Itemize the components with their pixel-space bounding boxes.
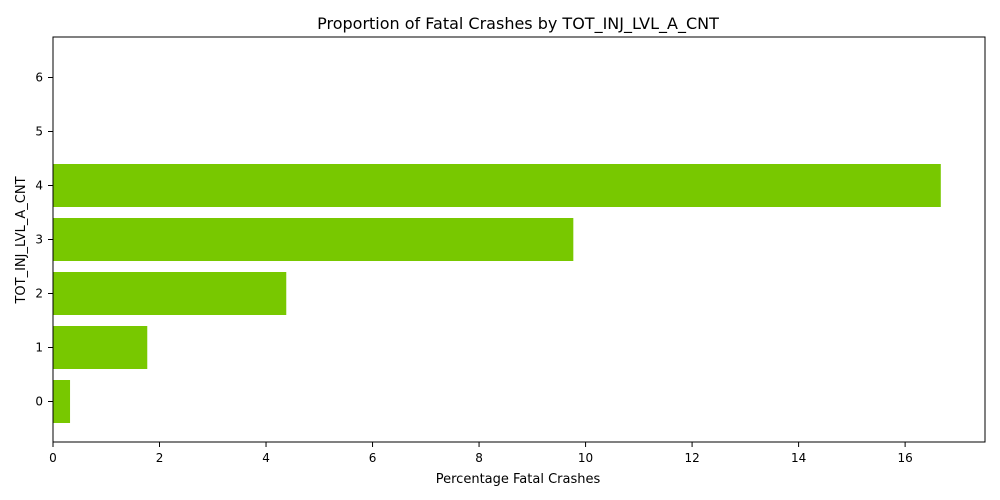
x-tick-label: 0: [49, 451, 57, 465]
x-tick-label: 4: [262, 451, 270, 465]
bar-0: [53, 380, 71, 423]
x-tick-label: 16: [897, 451, 912, 465]
chart-title: Proportion of Fatal Crashes by TOT_INJ_L…: [317, 14, 719, 34]
x-tick-label: 14: [791, 451, 806, 465]
x-tick-label: 8: [475, 451, 483, 465]
x-tick-label: 12: [684, 451, 699, 465]
x-tick-label: 6: [369, 451, 377, 465]
x-axis-label: Percentage Fatal Crashes: [436, 472, 601, 487]
y-tick-label: 5: [35, 125, 43, 139]
bar-1: [53, 326, 148, 369]
x-tick-label: 10: [578, 451, 593, 465]
y-tick-label: 2: [35, 287, 43, 301]
x-tick-label: 2: [156, 451, 164, 465]
y-axis-label: TOT_INJ_LVL_A_CNT: [14, 176, 29, 304]
bar-4: [53, 164, 941, 207]
y-tick-label: 1: [35, 341, 43, 355]
y-tick-label: 6: [35, 71, 43, 85]
y-tick-label: 0: [35, 395, 43, 409]
y-tick-label: 4: [35, 179, 43, 193]
bar-2: [53, 272, 287, 315]
y-tick-label: 3: [35, 233, 43, 247]
bar-3: [53, 218, 574, 261]
